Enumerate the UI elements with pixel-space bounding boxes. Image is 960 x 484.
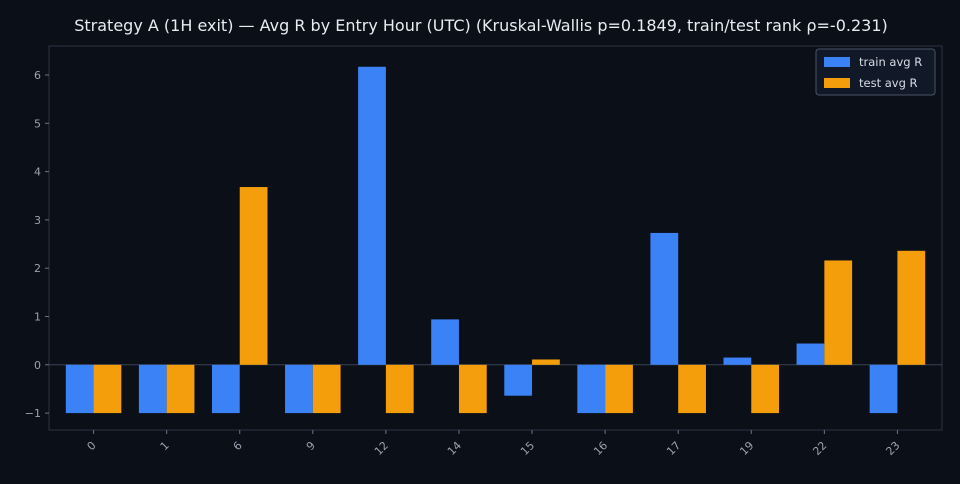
bar-series-0-hour-23 <box>869 364 898 414</box>
y-tick-label: 0 <box>34 359 41 372</box>
bar-series-1-hour-17 <box>678 364 706 414</box>
series-0-bars <box>65 66 898 414</box>
bar-series-0-hour-17 <box>650 232 679 365</box>
bar-series-1-hour-9 <box>312 364 341 414</box>
legend-swatch-series-0 <box>824 57 850 67</box>
bar-series-0-hour-22 <box>796 343 825 365</box>
bar-series-1-hour-12 <box>385 364 414 414</box>
bar-series-0-hour-1 <box>138 364 167 414</box>
y-tick-label: 3 <box>34 214 41 227</box>
bar-series-0-hour-12 <box>358 66 386 365</box>
y-tick-label: 5 <box>34 117 41 130</box>
bar-series-0-hour-9 <box>285 364 313 414</box>
y-axis: −1 0 1 2 3 4 5 6 <box>25 69 49 420</box>
y-tick-label: −1 <box>25 407 41 420</box>
bar-series-0-hour-19 <box>723 357 752 365</box>
y-tick-label: 4 <box>34 166 41 179</box>
legend-swatch-series-1 <box>824 78 850 88</box>
bar-series-0-hour-15 <box>504 364 533 396</box>
y-tick-label: 1 <box>34 310 41 323</box>
legend-label-series-0: train avg R <box>859 55 922 69</box>
legend: train avg R test avg R <box>815 48 936 96</box>
bar-series-1-hour-22 <box>824 260 853 365</box>
y-tick-label: 6 <box>34 69 41 82</box>
bar-series-1-hour-16 <box>605 364 633 414</box>
bar-series-0-hour-6 <box>211 364 240 414</box>
series-1-bars <box>93 187 926 414</box>
bar-series-1-hour-0 <box>93 364 122 414</box>
chart-title: Strategy A (1H exit) — Avg R by Entry Ho… <box>74 16 888 35</box>
bars-layer <box>65 66 926 414</box>
plot-frame <box>48 45 943 431</box>
bar-series-1-hour-19 <box>751 364 780 414</box>
bar-series-1-hour-23 <box>897 250 926 365</box>
bar-series-0-hour-0 <box>65 364 94 414</box>
bar-series-1-hour-1 <box>166 364 195 414</box>
bar-series-0-hour-14 <box>431 319 459 365</box>
bar-series-1-hour-15 <box>532 359 560 365</box>
bar-series-1-hour-14 <box>458 364 487 414</box>
bar-series-1-hour-6 <box>239 187 268 365</box>
y-tick-label: 2 <box>34 262 41 275</box>
bar-series-0-hour-16 <box>577 364 606 414</box>
legend-label-series-1: test avg R <box>859 76 918 90</box>
